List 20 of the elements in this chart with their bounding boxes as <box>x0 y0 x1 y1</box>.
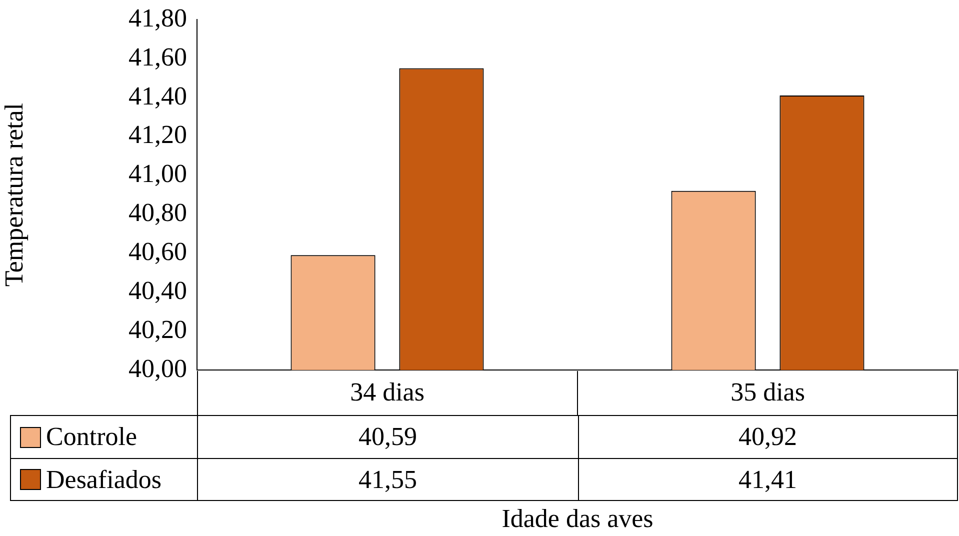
data-label: 40,92 <box>578 415 958 458</box>
y-tick-label: 41,40 <box>128 81 187 110</box>
data-label: 40,59 <box>197 415 578 458</box>
y-tick-label: 41,80 <box>128 3 187 32</box>
legend-label: Controle <box>46 422 137 452</box>
legend-label: Desafiados <box>46 464 162 494</box>
y-tick-label: 41,20 <box>128 120 187 150</box>
y-tick-label: 40,40 <box>128 276 187 305</box>
y-tick-label: 40,60 <box>128 237 187 266</box>
x-axis-title: Idade das aves <box>502 504 654 534</box>
y-axis-title: Temperatura retal <box>0 102 28 287</box>
y-tick-label: 41,00 <box>128 159 187 188</box>
x-tick-label: 35 dias <box>730 377 805 406</box>
data-label: 41,41 <box>578 458 958 501</box>
y-tick-label: 40,00 <box>128 354 187 383</box>
data-label: 41,55 <box>197 458 578 501</box>
y-tick-label: 40,80 <box>128 198 187 228</box>
x-tick-label: 34 dias <box>350 377 424 406</box>
y-tick-label: 40,20 <box>128 314 187 344</box>
y-tick-label: 41,60 <box>128 42 187 72</box>
